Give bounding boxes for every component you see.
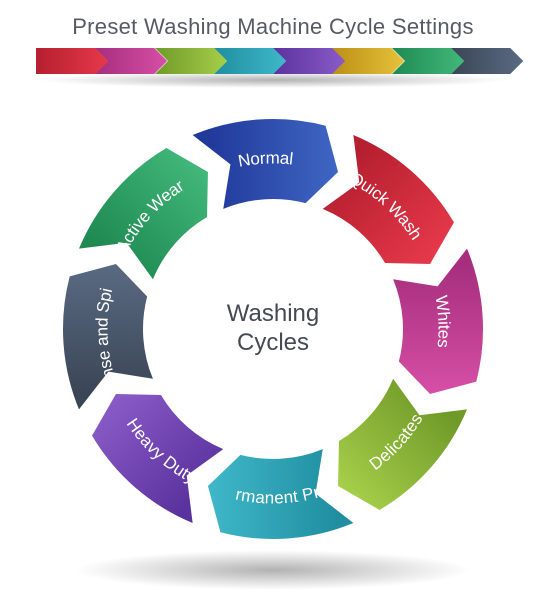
arrow-bar-chevron <box>36 48 108 74</box>
cycle-segment-label: Whites <box>432 294 454 348</box>
cycle-ring: Quick WashWhitesDelicatesPermanent Press… <box>48 104 498 554</box>
arrow-bar <box>36 48 510 74</box>
ring-center-label: Washing Cycles <box>227 300 319 358</box>
ring-shadow <box>73 550 473 590</box>
arrow-bar-shadow <box>36 72 510 88</box>
page-title: Preset Washing Machine Cycle Settings <box>0 14 546 40</box>
